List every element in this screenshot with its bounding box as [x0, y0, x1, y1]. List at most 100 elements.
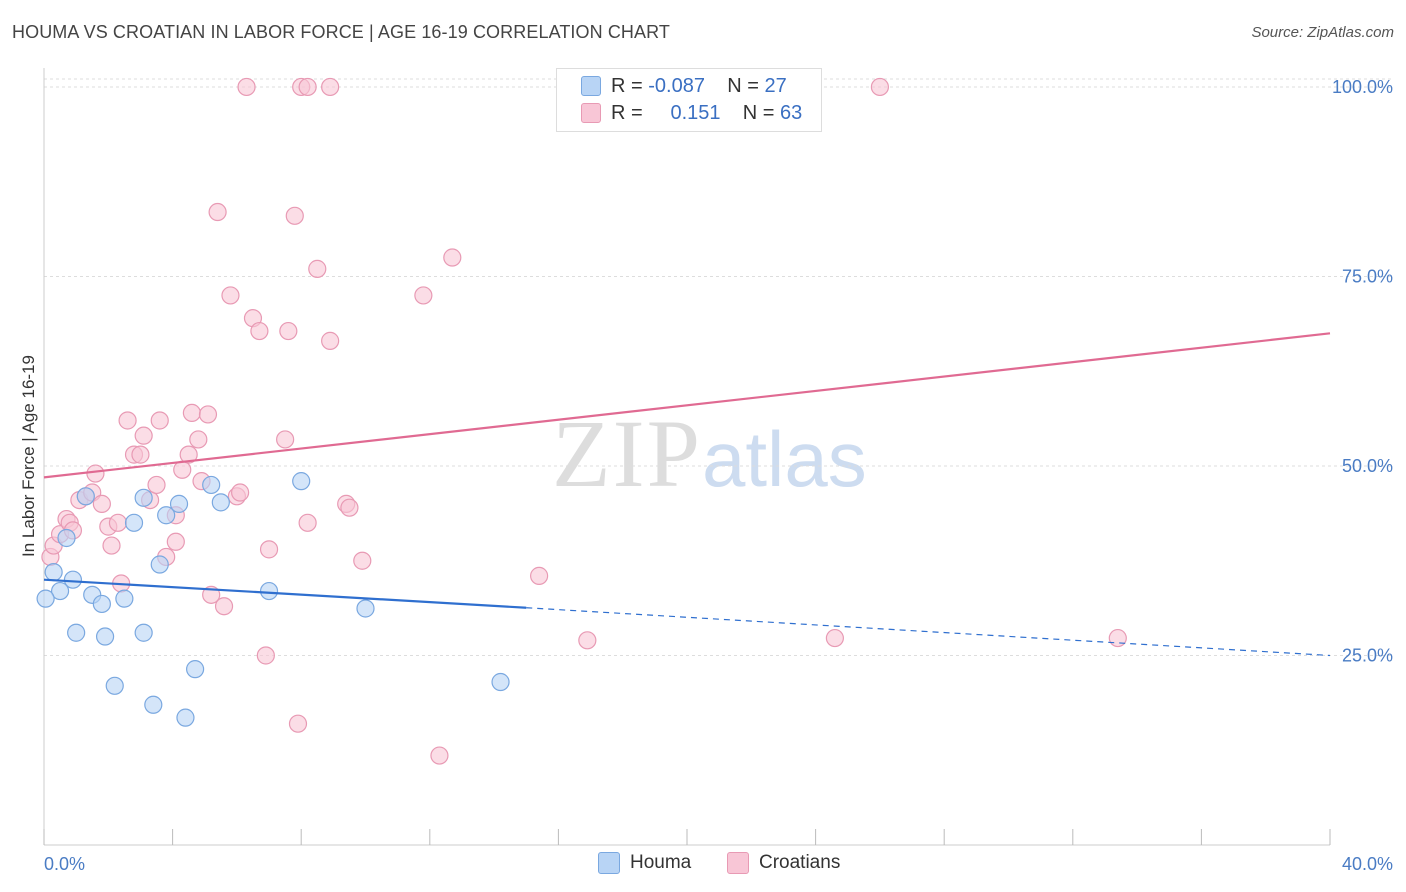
- croatians-point: [870, 77, 890, 97]
- x-tick-label: 40.0%: [1342, 854, 1393, 874]
- croatians-point: [198, 405, 218, 424]
- croatians-point: [166, 532, 185, 551]
- y-tick-label: 50.0%: [1342, 456, 1393, 476]
- croatians-point: [353, 551, 372, 570]
- houma-legend-swatch: [598, 852, 620, 874]
- croatians-point: [308, 259, 327, 278]
- bottom-legend-houma: Houma: [598, 852, 691, 874]
- watermark: ZIPatlas: [552, 398, 867, 509]
- y-axis-label: In Labor Force | Age 16-19: [19, 355, 38, 557]
- croatians-point: [237, 77, 256, 97]
- houma-r-label: R =: [611, 74, 643, 97]
- croatians-point: [340, 498, 359, 517]
- croatians-point: [825, 628, 844, 648]
- houma-point: [259, 581, 279, 601]
- croatians-point: [221, 286, 240, 305]
- houma-point: [92, 594, 111, 614]
- chart-title: HOUMA VS CROATIAN IN LABOR FORCE | AGE 1…: [12, 22, 671, 42]
- y-tick-label: 25.0%: [1342, 645, 1393, 665]
- houma-point: [292, 472, 311, 491]
- croatians-point: [430, 746, 449, 765]
- croatians-point: [173, 460, 192, 479]
- croatians-n-value: 63: [780, 101, 803, 124]
- croatians-point: [443, 248, 462, 267]
- houma-point: [134, 488, 153, 507]
- croatians-point: [256, 646, 275, 665]
- croatians-point: [134, 426, 153, 445]
- croatians-point: [1108, 628, 1127, 648]
- croatians-legend-swatch: [727, 852, 749, 874]
- croatians-point: [108, 513, 128, 532]
- y-tick-label: 100.0%: [1332, 77, 1393, 97]
- houma-point: [44, 563, 63, 582]
- x-tick-label: 0.0%: [44, 854, 85, 874]
- houma-point: [176, 708, 195, 727]
- houma-point: [76, 487, 95, 506]
- legend-row-croatians: R = 0.151 N = 63: [581, 100, 802, 126]
- houma-n-label: N =: [727, 74, 759, 97]
- croatians-point: [530, 566, 549, 585]
- croatians-point: [276, 430, 295, 449]
- stats-legend: R = -0.087 N = 27 R = 0.151 N = 63: [556, 68, 822, 132]
- houma-point: [356, 599, 375, 618]
- croatians-point: [92, 494, 111, 513]
- houma-point: [95, 627, 115, 646]
- houma-point: [67, 623, 86, 642]
- croatians-point: [214, 597, 234, 616]
- houma-point: [202, 475, 221, 495]
- houma-point: [150, 555, 169, 574]
- croatians-point: [102, 536, 121, 555]
- croatians-point: [298, 513, 317, 532]
- houma-point: [57, 528, 76, 548]
- houma-point: [186, 660, 205, 679]
- houma-n-value: 27: [764, 74, 787, 97]
- croatians-point: [189, 430, 208, 449]
- croatians-point: [179, 445, 198, 464]
- croatians-point: [285, 206, 304, 225]
- legend-row-houma: R = -0.087 N = 27: [581, 73, 787, 99]
- houma-trend-extension: [526, 607, 1331, 657]
- houma-r-value: -0.087: [648, 74, 705, 97]
- houma-legend-label: Houma: [630, 852, 692, 873]
- houma-point: [36, 589, 55, 608]
- croatians-point: [259, 540, 279, 559]
- houma-point: [105, 676, 124, 695]
- croatians-point: [231, 483, 250, 502]
- houma-point: [124, 513, 144, 532]
- bottom-legend-croatians: Croatians: [727, 852, 840, 874]
- houma-point: [144, 695, 163, 714]
- chart-source: Source: ZipAtlas.com: [1251, 24, 1394, 41]
- y-tick-label: 75.0%: [1342, 266, 1393, 286]
- houma-point: [50, 581, 70, 601]
- croatians-trend-line: [43, 332, 1331, 479]
- houma-point: [157, 506, 176, 525]
- croatians-point: [298, 77, 317, 97]
- croatians-point: [578, 631, 597, 650]
- croatians-point: [321, 77, 340, 97]
- croatians-r-label: R =: [611, 101, 643, 124]
- croatians-n-label: N =: [742, 101, 775, 124]
- croatians-point: [321, 331, 340, 350]
- croatians-point: [182, 403, 201, 423]
- houma-point: [211, 493, 230, 512]
- watermark-atlas: atlas: [702, 415, 867, 503]
- croatians-point: [250, 321, 269, 341]
- croatians-point: [150, 411, 169, 430]
- houma-point: [134, 623, 153, 642]
- croatians-r-value: 0.151: [670, 101, 721, 124]
- croatians-point: [147, 475, 166, 495]
- croatians-point: [86, 464, 105, 483]
- houma-point: [491, 672, 510, 692]
- croatians-point: [118, 411, 137, 430]
- croatians-point: [208, 202, 227, 222]
- croatians-legend-label: Croatians: [759, 852, 841, 873]
- houma-point: [169, 494, 189, 513]
- houma-swatch: [581, 76, 601, 96]
- houma-trend-line: [43, 578, 527, 609]
- croatians-swatch: [581, 103, 601, 123]
- houma-point: [115, 589, 134, 608]
- houma-point: [63, 570, 83, 589]
- croatians-point: [414, 286, 433, 305]
- croatians-point: [131, 445, 150, 464]
